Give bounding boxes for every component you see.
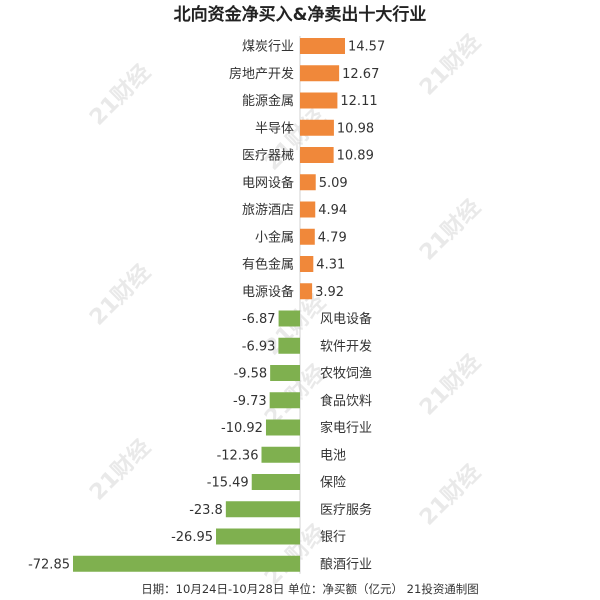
- bar-3: [300, 92, 338, 109]
- category-label: 家电行业: [320, 420, 372, 436]
- value-label: -72.85: [28, 557, 70, 572]
- category-label: 能源金属: [242, 93, 294, 109]
- bar-17: [251, 474, 300, 490]
- value-label: -12.36: [217, 448, 259, 463]
- watermark-text: 21财经: [414, 194, 485, 265]
- category-label: 旅游酒店: [242, 203, 294, 218]
- bar-5: [300, 147, 334, 163]
- watermark-text: 21财经: [414, 349, 485, 420]
- value-label: 14.57: [348, 40, 385, 55]
- watermark-text: 21财经: [259, 104, 330, 175]
- watermark-text: 21财经: [414, 459, 485, 530]
- value-label: 4.31: [316, 258, 345, 273]
- value-label: -23.8: [189, 503, 223, 518]
- bar-16: [261, 446, 300, 463]
- bar-11: [278, 310, 300, 327]
- value-label: 12.67: [342, 67, 379, 82]
- bar-20: [73, 555, 300, 572]
- value-label: -6.87: [242, 312, 276, 327]
- value-label: 10.89: [337, 149, 374, 164]
- category-label: 房地产开发: [229, 66, 294, 82]
- category-label: 电网设备: [242, 175, 294, 191]
- value-label: -9.73: [233, 394, 267, 409]
- bar-2: [300, 65, 340, 82]
- value-label: 10.98: [337, 121, 374, 136]
- value-label: -9.58: [234, 367, 268, 382]
- value-label: 4.94: [318, 203, 347, 218]
- bar-9: [300, 256, 314, 272]
- category-label: 软件开发: [320, 338, 372, 354]
- category-label: 电源设备: [242, 284, 294, 300]
- value-label: 5.09: [319, 176, 348, 191]
- category-label: 有色金属: [242, 257, 294, 273]
- chart-title: 北向资金净买入&净卖出十大行业: [174, 4, 427, 25]
- category-label: 农牧饲渔: [320, 367, 372, 382]
- watermark-text: 21财经: [414, 29, 485, 100]
- bar-12: [278, 337, 300, 354]
- category-label: 酿酒行业: [320, 556, 372, 572]
- watermark-text: 21财经: [84, 434, 155, 505]
- watermark-text: 21财经: [84, 259, 155, 330]
- category-label: 医疗器械: [242, 149, 294, 164]
- bar-1: [300, 38, 345, 54]
- watermark-text: 21财经: [84, 59, 155, 130]
- category-label: 小金属: [255, 229, 294, 245]
- bar-18: [225, 501, 300, 518]
- value-label: -15.49: [207, 476, 249, 491]
- chart-footer: 日期：10月24日-10月28日 单位：净买额（亿元） 21投资通制图: [141, 582, 479, 596]
- bar-14: [269, 392, 300, 409]
- value-label: 12.11: [340, 94, 377, 109]
- bar-13: [270, 365, 300, 381]
- bar-8: [300, 228, 315, 245]
- category-label: 煤炭行业: [242, 40, 294, 55]
- bars-group: 煤炭行业 14.57 房地产开发 12.67 能源金属 12.11 半导体 10.98 医疗器械…: [28, 38, 385, 572]
- bar-7: [300, 201, 316, 218]
- bar-10: [300, 283, 313, 300]
- category-label: 保险: [320, 476, 346, 491]
- category-label: 半导体: [255, 121, 294, 136]
- value-label: 3.92: [315, 285, 344, 300]
- category-label: 食品饮料: [320, 393, 372, 409]
- category-label: 银行: [320, 530, 346, 545]
- category-label: 电池: [320, 448, 346, 463]
- bar-19: [216, 528, 300, 545]
- value-label: -26.95: [171, 530, 213, 545]
- value-label: 4.79: [318, 230, 347, 245]
- category-label: 风电设备: [320, 311, 372, 327]
- category-label: 医疗服务: [320, 502, 372, 518]
- bar-15: [265, 419, 300, 436]
- value-label: -6.93: [242, 339, 276, 354]
- bar-6: [300, 174, 316, 191]
- bar-4: [300, 119, 334, 136]
- value-label: -10.92: [221, 421, 263, 436]
